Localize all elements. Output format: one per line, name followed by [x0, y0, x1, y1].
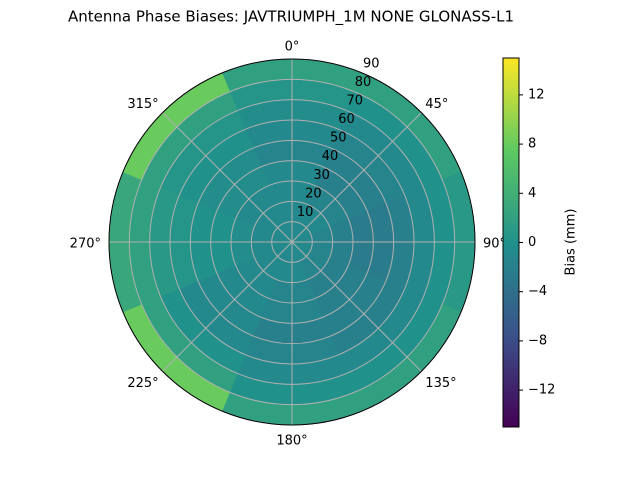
colorbar-tick-label: −12	[528, 383, 555, 398]
theta-tick-label: 135°	[425, 376, 456, 391]
theta-tick-label: 0°	[285, 40, 300, 55]
r-tick-label: 50	[330, 131, 347, 146]
polar-frame	[108, 58, 476, 426]
grid-spoke	[162, 241, 293, 372]
grid-spoke	[291, 241, 422, 372]
theta-tick-label: 225°	[127, 376, 158, 391]
colorbar-tick-label: 0	[528, 235, 536, 250]
theta-tick-label: 45°	[425, 97, 448, 112]
r-tick-label: 80	[355, 75, 372, 90]
colorbar	[502, 57, 520, 428]
colorbar-tick-label: −4	[528, 284, 547, 299]
r-tick-label: 30	[313, 168, 330, 183]
colorbar-tick-label: 12	[528, 87, 545, 102]
colorbar-label: Bias (mm)	[564, 209, 579, 276]
theta-tick-label: 315°	[127, 97, 158, 112]
r-tick-label: 70	[346, 94, 363, 109]
theta-tick-label: 90°	[483, 237, 506, 252]
r-tick-label: 60	[338, 112, 355, 127]
r-tick-label: 10	[297, 205, 314, 220]
chart-title: Antenna Phase Biases: JAVTRIUMPH_1M NONE…	[68, 8, 514, 27]
grid-spoke	[291, 112, 422, 243]
r-tick-label: 20	[305, 186, 322, 201]
r-tick-label: 90	[363, 56, 380, 71]
theta-tick-label: 270°	[70, 237, 101, 252]
theta-tick-label: 180°	[276, 434, 307, 449]
colorbar-tick-label: 8	[528, 137, 536, 152]
colorbar-tick-label: −8	[528, 333, 547, 348]
colorbar-tick-label: 4	[528, 186, 536, 201]
grid-spoke	[162, 112, 293, 243]
r-tick-label: 40	[322, 149, 339, 164]
